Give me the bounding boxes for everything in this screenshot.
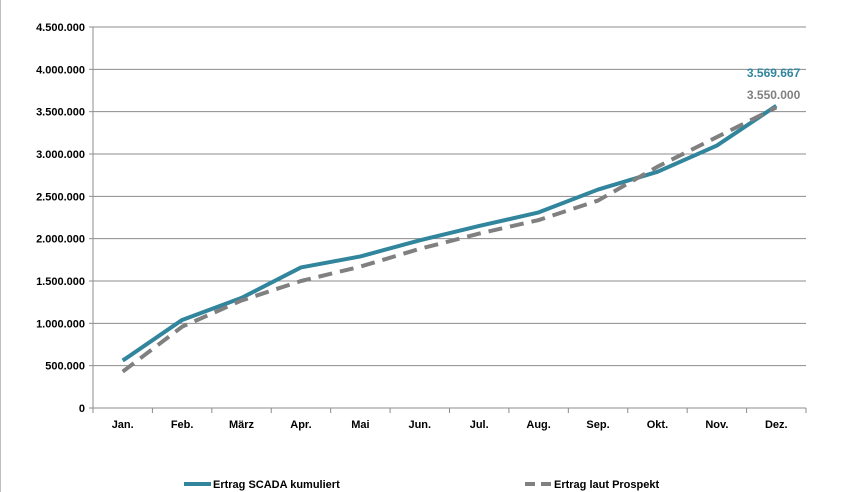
end-value-label: 3.569.667 <box>747 66 801 80</box>
legend-label: Ertrag laut Prospekt <box>554 479 659 491</box>
legend-label: Ertrag SCADA kumuliert <box>213 479 340 491</box>
y-tick-label: 4.500.000 <box>36 22 85 34</box>
series-lines <box>121 104 778 374</box>
y-tick-label: 0 <box>79 403 85 415</box>
y-tick-label: 500.000 <box>45 361 85 373</box>
axes <box>89 26 807 413</box>
x-tick-label: Apr. <box>290 419 311 431</box>
x-tick-label: Feb. <box>171 419 194 431</box>
x-tick-label: Nov. <box>705 419 728 431</box>
y-axis-tick-labels: 0 500.000 1.000.000 1.500.000 2.000.000 2.500… <box>36 22 85 415</box>
x-tick-label: Sep. <box>586 419 609 431</box>
y-tick-label: 1.000.000 <box>36 318 85 330</box>
grid-lines <box>93 26 806 367</box>
end-value-labels: 3.569.667 3.550.000 <box>747 66 801 102</box>
x-tick-label: Mai <box>351 419 369 431</box>
x-tick-label: Jun. <box>408 419 431 431</box>
x-tick-label: Jul. <box>470 419 489 431</box>
y-tick-label: 3.000.000 <box>36 149 85 161</box>
series-line-ertrag-prospekt <box>121 105 778 374</box>
x-tick-label: Dez. <box>765 419 788 431</box>
x-tick-label: Jan. <box>112 419 134 431</box>
x-tick-label: Aug. <box>526 419 550 431</box>
x-tick-label: März <box>229 419 255 431</box>
y-tick-label: 2.500.000 <box>36 191 85 203</box>
legend: Ertrag SCADA kumuliert Ertrag laut Prospe… <box>184 479 659 491</box>
y-tick-label: 4.000.000 <box>36 64 85 76</box>
y-tick-label: 2.000.000 <box>36 234 85 246</box>
series-line-ertrag-scada <box>121 104 778 363</box>
y-tick-label: 1.500.000 <box>36 276 85 288</box>
end-value-label: 3.550.000 <box>747 88 801 102</box>
x-tick-label: Okt. <box>647 419 668 431</box>
x-axis-tick-labels: Jan. Feb. März Apr. Mai Jun. Jul. Aug. Sep. Okt. N… <box>112 419 788 431</box>
y-tick-label: 3.500.000 <box>36 107 85 119</box>
